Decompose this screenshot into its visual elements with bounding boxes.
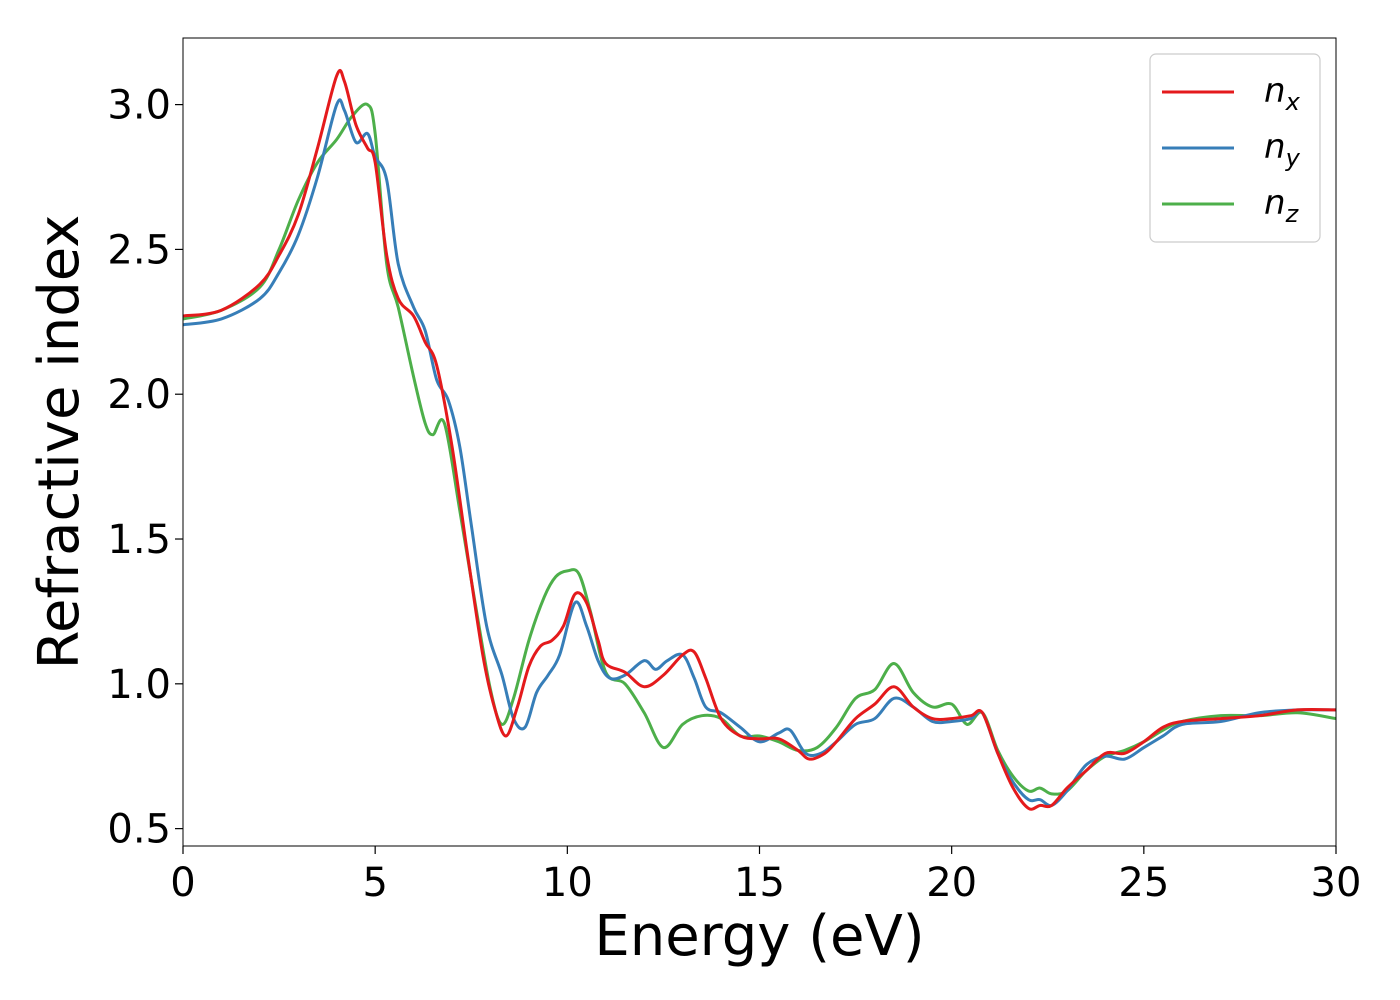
legend-label-n-y: ny: [1264, 127, 1301, 172]
x-tick-label: 25: [1118, 860, 1169, 906]
x-tick-label: 20: [926, 860, 977, 906]
legend-label-n-x: nx: [1264, 71, 1301, 116]
series-line-n-z: [183, 102, 1336, 796]
series-line-n-y: [183, 98, 1336, 808]
series-layer: [183, 68, 1336, 811]
x-tick-label: 15: [734, 860, 785, 906]
x-tick-label: 5: [362, 860, 387, 906]
y-tick-label: 1.5: [107, 517, 171, 563]
y-axis-title: Refractive index: [27, 215, 92, 670]
y-tick-label: 0.5: [107, 807, 171, 853]
x-tick-label: 10: [542, 860, 593, 906]
legend-label-n-z: nz: [1264, 183, 1300, 228]
series-line-n-x: [183, 68, 1336, 811]
y-axis: 0.5 1.0 1.5 2.0 2.5 3.0: [107, 83, 183, 853]
legend: nx ny nz: [1149, 53, 1321, 243]
y-tick-label: 3.0: [107, 83, 171, 129]
x-axis-title: Energy (eV): [594, 904, 924, 969]
legend-box: [1149, 53, 1321, 243]
y-tick-label: 1.0: [107, 662, 171, 708]
x-tick-label: 30: [1311, 860, 1362, 906]
y-tick-label: 2.0: [107, 372, 171, 418]
x-axis: 0 5 10 15 20 25 30: [170, 846, 1361, 906]
x-tick-label: 0: [170, 860, 195, 906]
y-tick-label: 2.5: [107, 227, 171, 273]
